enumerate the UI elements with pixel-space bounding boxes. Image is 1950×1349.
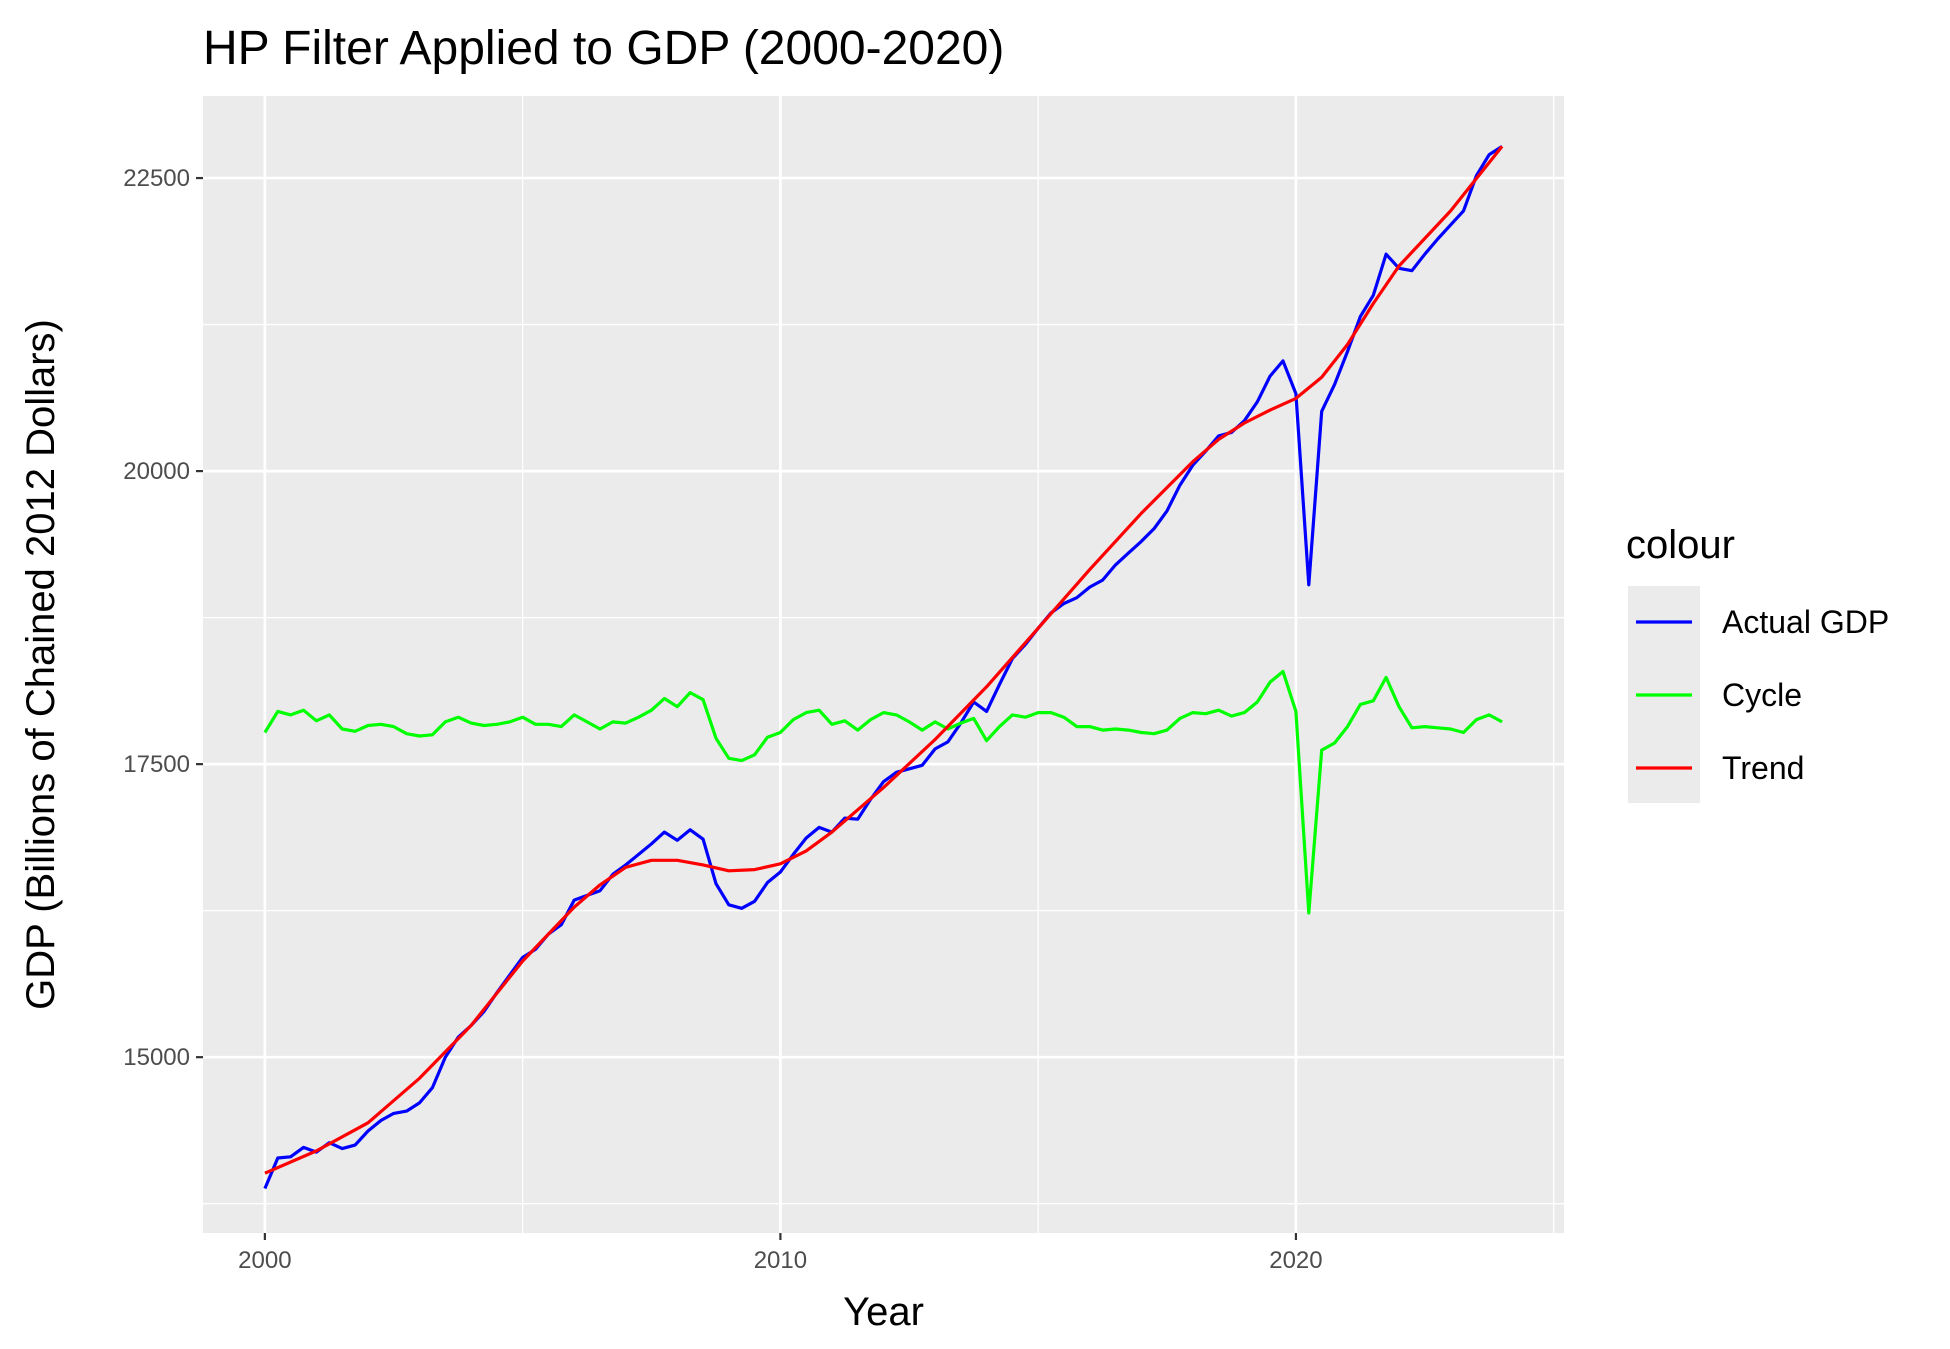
- legend-label-actual-gdp: Actual GDP: [1722, 604, 1889, 640]
- x-tick-label: 2020: [1269, 1247, 1322, 1274]
- y-tick-label: 20000: [123, 458, 190, 485]
- legend-items: Actual GDP Cycle Trend: [1636, 604, 1889, 786]
- legend-title: colour: [1626, 523, 1735, 567]
- grid-major: [203, 96, 1564, 1233]
- x-axis-title: Year: [843, 1290, 924, 1334]
- series-line-cycle: [263, 669, 1503, 915]
- x-tick-label: 2000: [238, 1247, 291, 1274]
- x-tick-label: 2010: [754, 1247, 807, 1274]
- legend: colour Actual GDP Cycle Trend: [1626, 523, 1889, 803]
- y-tick-label: 22500: [123, 165, 190, 192]
- legend-label-cycle: Cycle: [1722, 677, 1802, 713]
- chart-title: HP Filter Applied to GDP (2000-2020): [203, 22, 1004, 75]
- series-layer: [263, 145, 1504, 1190]
- y-tick-label: 17500: [123, 751, 190, 778]
- x-axis: 2000 2010 2020: [238, 1233, 1323, 1274]
- grid-minor: [203, 96, 1564, 1233]
- plot-panel: [203, 96, 1564, 1233]
- y-axis-title: GDP (Billions of Chained 2012 Dollars): [19, 319, 63, 1010]
- legend-label-trend: Trend: [1722, 750, 1804, 786]
- series-line-trend: [264, 145, 1504, 1175]
- y-axis: 15000 17500 20000 22500: [123, 165, 203, 1071]
- y-tick-label: 15000: [123, 1044, 190, 1071]
